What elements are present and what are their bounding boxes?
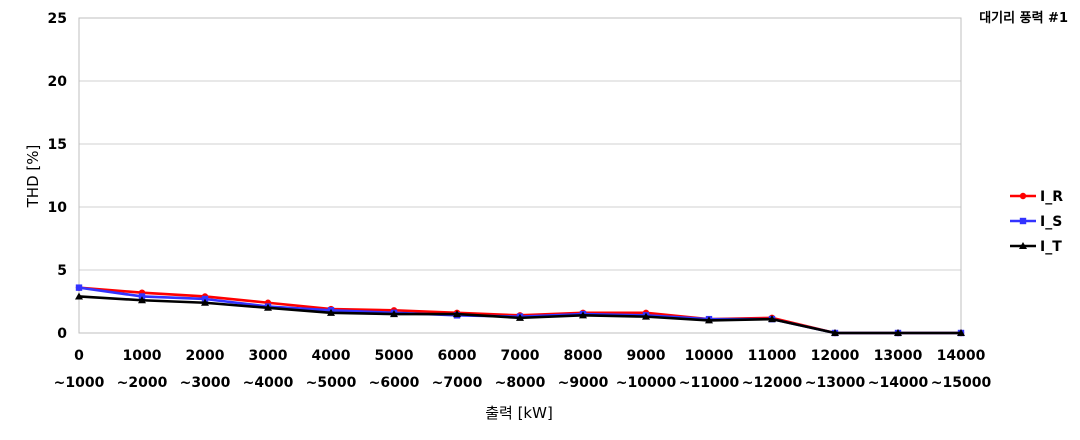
series-i-r	[75, 284, 965, 337]
y-tick-label: 25	[48, 11, 67, 27]
x-tick-label-top: 7000	[501, 348, 540, 364]
y-axis-title: THD [%]	[24, 145, 42, 209]
legend-marker-i-t	[1019, 242, 1027, 249]
x-tick-label-bottom: ~12000	[742, 375, 803, 391]
legend-label: I_R	[1040, 189, 1063, 205]
x-tick-label-top: 2000	[186, 348, 225, 364]
x-tick-label-top: 8000	[564, 348, 603, 364]
x-tick-label-top: 9000	[627, 348, 666, 364]
corner-label: 대기리 풍력 #1	[979, 10, 1068, 26]
data-point-i-t	[201, 298, 209, 306]
x-tick-label-bottom: ~3000	[180, 375, 231, 391]
x-tick-label-bottom: ~14000	[868, 375, 929, 391]
gridlines	[79, 17, 961, 334]
data-point-i-t	[516, 313, 524, 321]
legend-label: I_S	[1040, 214, 1062, 230]
x-axis-title: 출력 [kW]	[485, 404, 553, 422]
x-tick-label-bottom: ~9000	[558, 375, 609, 391]
plot-area	[78, 17, 962, 334]
data-point-i-t	[957, 329, 965, 336]
data-point-i-t	[75, 292, 83, 300]
x-tick-label-top: 0	[74, 348, 84, 364]
legend-item-i-s: I_S	[1010, 214, 1062, 230]
x-tick-label-top: 5000	[375, 348, 414, 364]
x-tick-label-top: 6000	[438, 348, 477, 364]
x-tick-label-top: 1000	[123, 348, 162, 364]
x-tick-label-bottom: ~4000	[243, 375, 294, 391]
x-tick-label-bottom: ~1000	[54, 375, 105, 391]
x-tick-label-bottom: ~8000	[495, 375, 546, 391]
y-tick-label: 0	[57, 326, 67, 342]
data-point-i-t	[390, 310, 398, 318]
data-point-i-t	[453, 310, 461, 318]
series-group	[75, 284, 965, 337]
legend-item-i-r: I_R	[1010, 189, 1063, 205]
series-i-t	[75, 292, 965, 336]
x-tick-label-bottom: ~10000	[616, 375, 677, 391]
legend-item-i-t: I_T	[1010, 239, 1062, 255]
x-tick-label-bottom: ~2000	[117, 375, 168, 391]
y-tick-label: 15	[48, 137, 67, 153]
x-tick-label-top: 3000	[249, 348, 288, 364]
x-tick-label-top: 14000	[937, 348, 986, 364]
data-point-i-s	[75, 284, 83, 291]
series-i-s	[75, 284, 965, 337]
series-line-i-r	[78, 286, 961, 335]
x-tick-label-top: 4000	[312, 348, 351, 364]
x-tick-label-bottom: ~13000	[805, 375, 866, 391]
x-tick-label-top: 13000	[874, 348, 923, 364]
y-tick-label: 5	[57, 263, 67, 279]
y-tick-label: 20	[48, 74, 68, 90]
data-point-i-t	[831, 329, 839, 336]
data-point-i-t	[264, 303, 272, 311]
legend: I_R I_S I_T	[1010, 189, 1063, 255]
x-tick-label-bottom: ~11000	[679, 375, 740, 391]
x-tick-label-bottom: ~7000	[432, 375, 483, 391]
data-point-i-t	[138, 296, 146, 304]
data-point-i-t	[579, 311, 587, 319]
legend-marker-i-r	[1019, 192, 1027, 200]
x-tick-label-bottom: ~15000	[931, 375, 992, 391]
x-tick-label-bottom: ~5000	[306, 375, 357, 391]
data-point-i-t	[894, 329, 902, 336]
y-tick-label: 10	[48, 200, 68, 216]
data-point-i-t	[705, 316, 713, 324]
x-tick-label-top: 10000	[685, 348, 734, 364]
data-point-i-t	[327, 308, 335, 316]
x-tick-label-bottom: ~6000	[369, 375, 420, 391]
series-line-i-s	[78, 286, 961, 335]
x-tick-label-top: 11000	[748, 348, 797, 364]
data-point-i-t	[768, 315, 776, 323]
legend-marker-i-s	[1019, 217, 1027, 225]
data-point-i-t	[642, 312, 650, 320]
x-tick-labels: 0 ~1000 1000 ~2000 2000 ~3000 3000 ~4000 4000 ~50…	[54, 348, 992, 391]
x-tick-label-top: 12000	[811, 348, 860, 364]
legend-label: I_T	[1040, 239, 1062, 255]
y-tick-labels: 0 5 10 15 20 25	[48, 11, 68, 342]
